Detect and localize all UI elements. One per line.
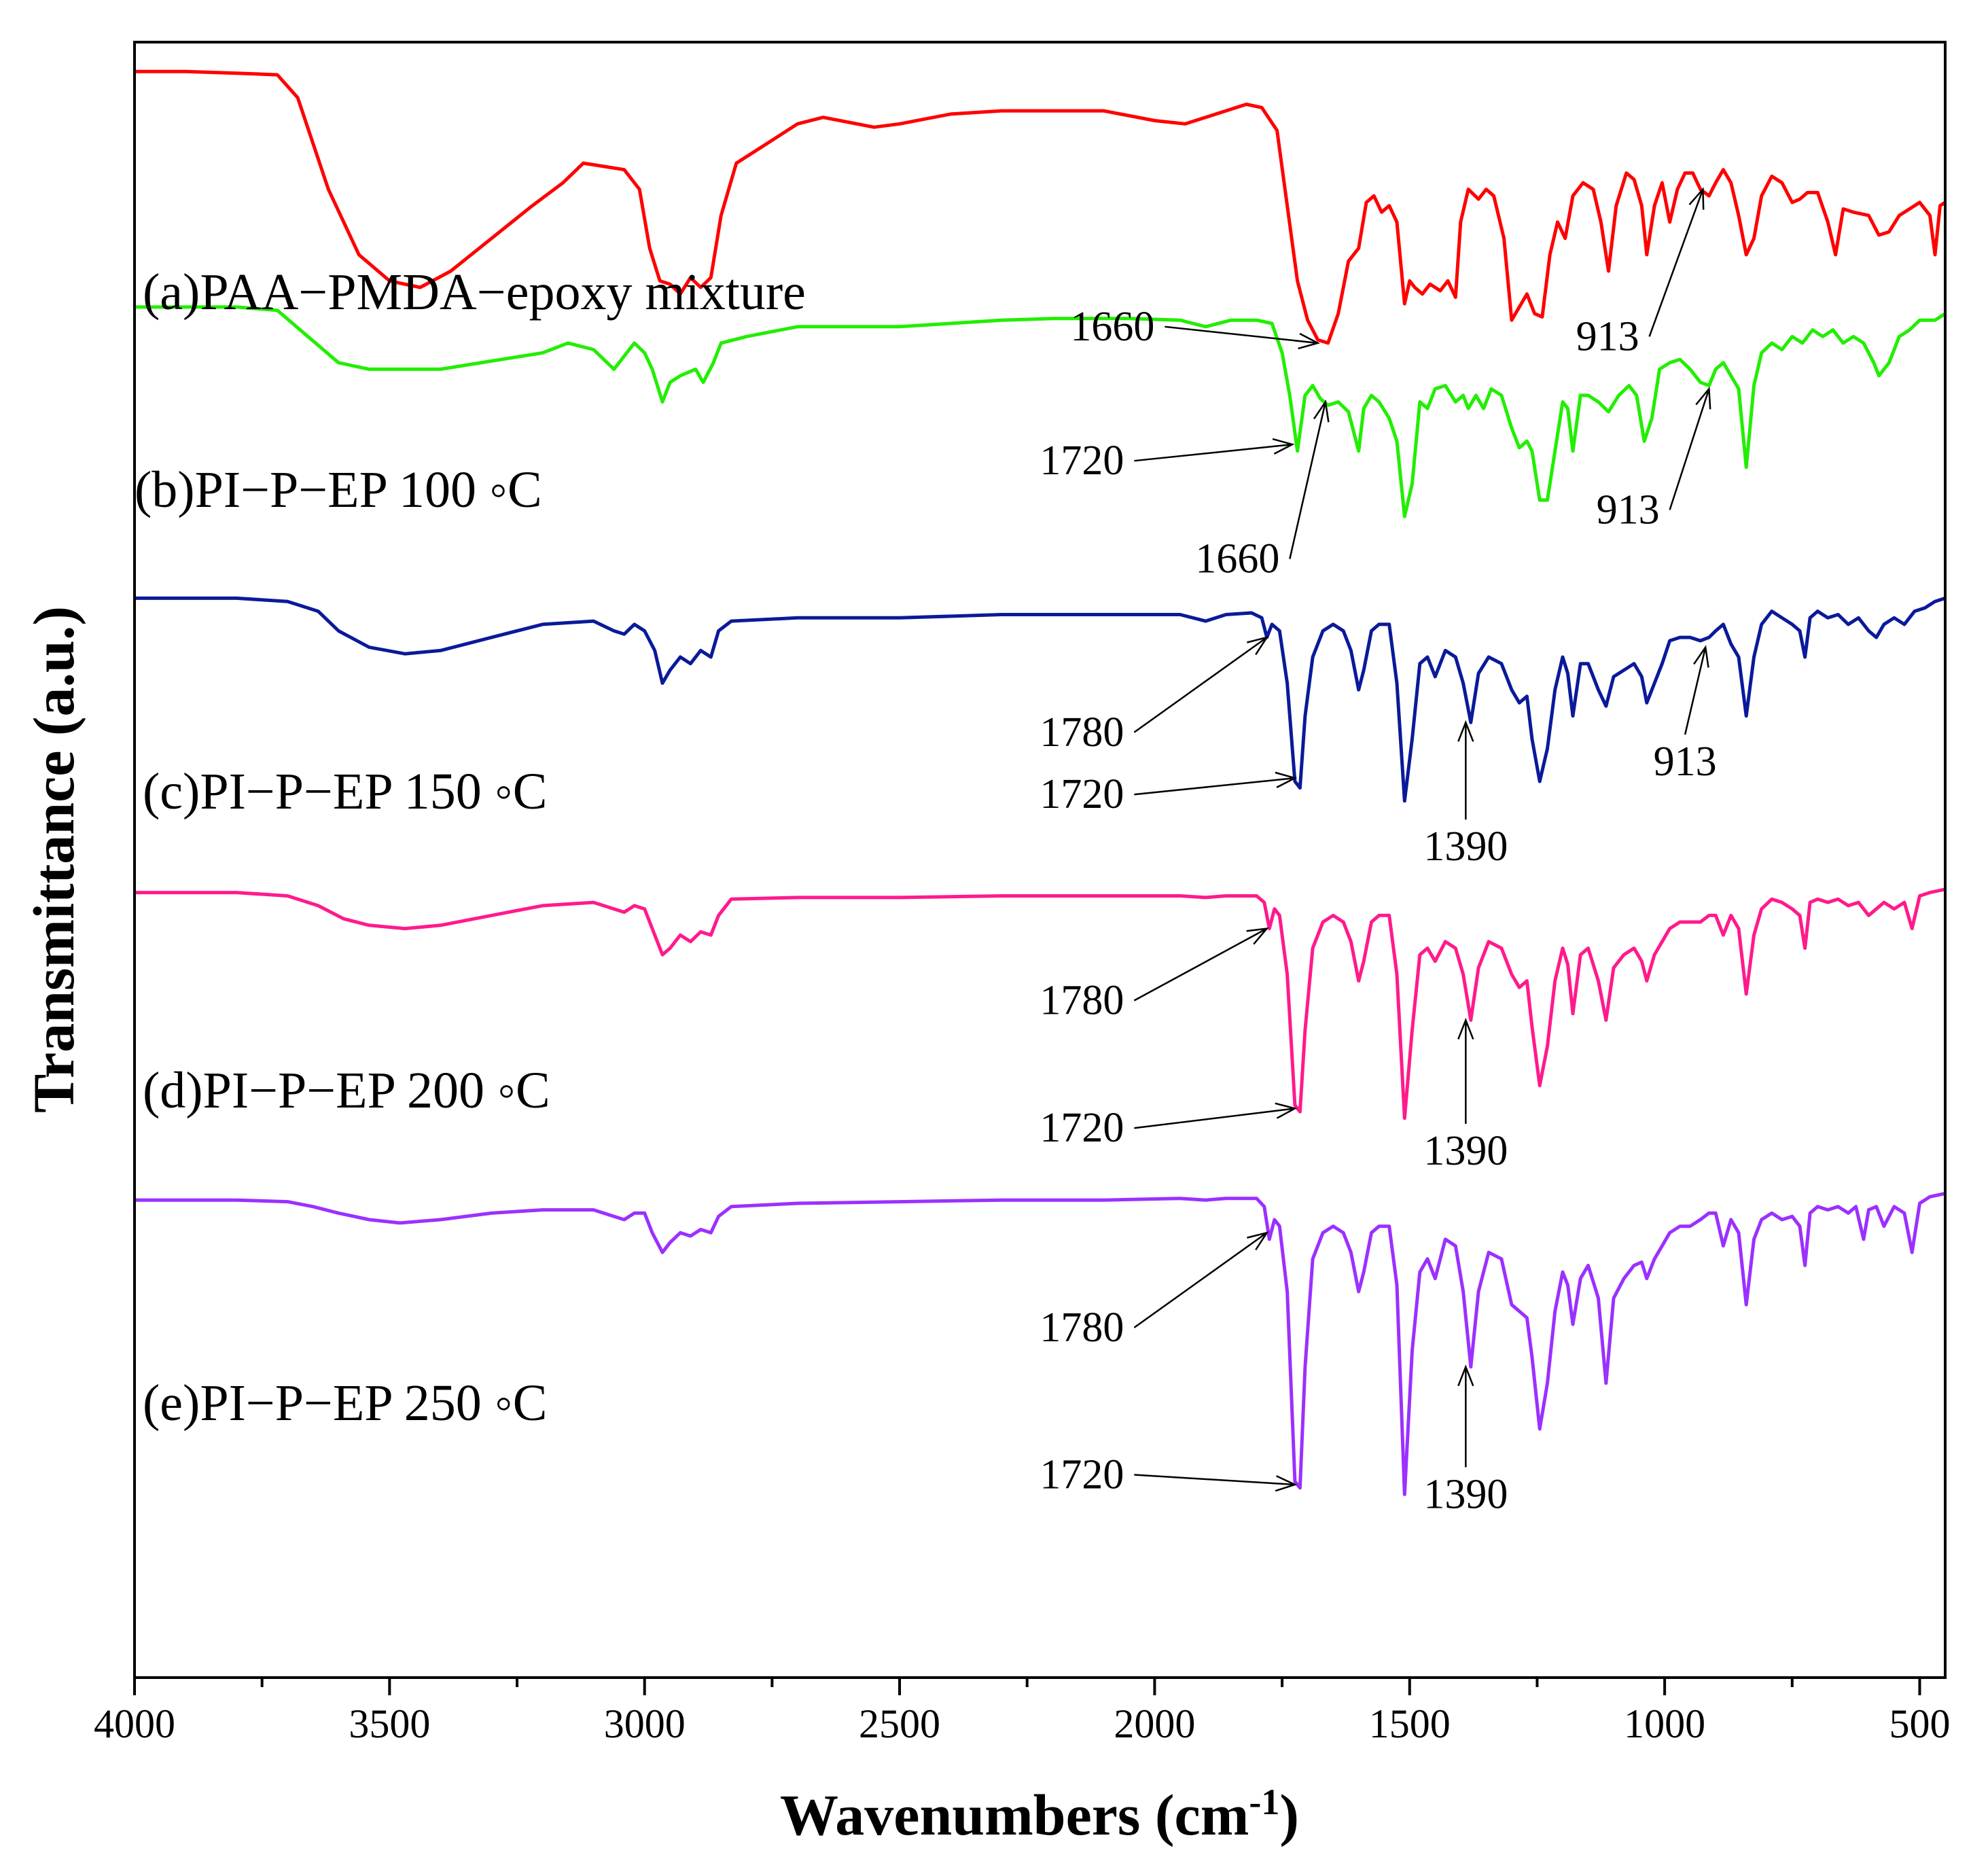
peak-annotation-913: 913 — [1654, 645, 1717, 785]
peak-label: 1390 — [1423, 824, 1508, 870]
series-layer — [135, 69, 1947, 1496]
label-layer: (a)PAA−PMDA−epoxy mixture (b)PI−P−EP 100 … — [135, 264, 806, 1432]
peak-arrow-line — [1289, 404, 1326, 559]
peak-annotation-1780: 1780 — [1040, 636, 1269, 756]
series-label-c: (c)PI−P−EP 150 ◦C — [143, 763, 547, 820]
peak-arrow-head — [1246, 927, 1269, 945]
peak-annotation-1720: 1720 — [1040, 1102, 1298, 1151]
peak-annotation-1720: 1720 — [1040, 438, 1295, 484]
peak-arrow-line — [1134, 444, 1290, 462]
peak-arrow-line — [1133, 638, 1266, 733]
peak-annotation-913: 913 — [1576, 187, 1705, 359]
peak-label: 1660 — [1195, 536, 1279, 582]
peak-arrow-head — [1247, 1231, 1269, 1251]
peak-arrow-head — [1298, 332, 1320, 350]
x-tick-label: 4000 — [94, 1701, 175, 1746]
series-label-d: (d)PI−P−EP 200 ◦C — [143, 1062, 550, 1119]
peak-label: 1720 — [1040, 1105, 1124, 1151]
peak-annotation-1660: 1660 — [1070, 304, 1320, 350]
peak-annotation-1390: 1390 — [1423, 1364, 1508, 1517]
plot-frame — [133, 41, 1947, 1679]
peak-arrow-head — [1247, 636, 1269, 656]
series-label-e: (e)PI−P−EP 250 ◦C — [143, 1375, 547, 1432]
peak-label: 1720 — [1040, 1452, 1124, 1498]
peak-arrow-line — [1684, 650, 1706, 735]
peak-label: 1390 — [1423, 1471, 1508, 1517]
peak-arrow-head — [1275, 771, 1298, 789]
peak-arrow-head — [1457, 720, 1474, 742]
peak-label: 1780 — [1040, 978, 1124, 1024]
series-line-b — [135, 305, 1947, 518]
series-line-e — [135, 1192, 1946, 1496]
peak-arrow-line — [1134, 777, 1292, 796]
peak-annotation-1780: 1780 — [1040, 927, 1269, 1024]
peak-annotation-1720: 1720 — [1040, 771, 1298, 817]
peak-annotation-1720: 1720 — [1040, 1452, 1298, 1498]
peak-label: 913 — [1597, 486, 1660, 533]
peak-annotation-913: 913 — [1597, 387, 1711, 533]
x-axis-title-text: Wavenumbers (cm — [780, 1782, 1249, 1847]
series-label-a: (a)PAA−PMDA−epoxy mixture — [143, 264, 806, 321]
x-tick-label: 3500 — [349, 1701, 430, 1746]
peak-label: 1720 — [1040, 438, 1124, 484]
peak-annotation-1390: 1390 — [1423, 1017, 1508, 1174]
peak-arrow-line — [1165, 325, 1315, 344]
x-tick-label: 1500 — [1369, 1701, 1451, 1746]
x-tick-label: 500 — [1889, 1701, 1950, 1746]
series-line-c — [135, 596, 1946, 803]
peak-arrow-line — [1133, 929, 1265, 1002]
peak-label: 1720 — [1040, 771, 1124, 817]
peak-annotation-1390: 1390 — [1423, 720, 1508, 870]
x-axis-title: Wavenumbers (cm-1) — [780, 1782, 1299, 1847]
peak-arrow-line — [1133, 1233, 1266, 1328]
annotation-layer: 1660 913 1720 1660 913 1780 1720 1390 913 1780 172… — [1040, 187, 1717, 1517]
x-tick-label: 2500 — [859, 1701, 940, 1746]
x-tick-label: 3000 — [604, 1701, 686, 1746]
peak-arrow-line — [1134, 1108, 1293, 1129]
x-tick-label: 1000 — [1624, 1701, 1705, 1746]
peak-arrow-head — [1693, 645, 1709, 668]
peak-label: 1780 — [1040, 709, 1124, 756]
peak-label: 913 — [1654, 739, 1717, 785]
tick-layer: 4000 3500 3000 2500 2000 1500 1000 500 — [94, 1678, 1950, 1746]
x-axis-title-superscript: -1 — [1249, 1782, 1279, 1822]
peak-arrow-head — [1313, 400, 1330, 423]
x-axis-title-close: ) — [1279, 1782, 1299, 1847]
series-line-a — [135, 69, 1947, 345]
peak-arrow-head — [1275, 1102, 1298, 1119]
peak-arrow-line — [1669, 391, 1709, 510]
peak-arrow-head — [1457, 1017, 1474, 1040]
peak-arrow-head — [1275, 1475, 1298, 1492]
peak-label: 913 — [1576, 313, 1639, 359]
peak-label: 1780 — [1040, 1305, 1124, 1351]
peak-arrow-head — [1272, 438, 1295, 455]
peak-arrow-head — [1688, 187, 1705, 210]
y-axis-title: Transmittance (a.u.) — [21, 606, 86, 1113]
peak-label: 1390 — [1423, 1128, 1508, 1174]
peak-arrow-line — [1134, 1474, 1292, 1485]
series-line-d — [135, 887, 1946, 1120]
peak-label: 1660 — [1070, 304, 1154, 350]
peak-annotation-1660: 1660 — [1195, 400, 1330, 582]
series-label-b: (b)PI−P−EP 100 ◦C — [135, 461, 542, 518]
peak-arrow-head — [1695, 387, 1711, 410]
peak-annotation-1780: 1780 — [1040, 1231, 1269, 1351]
x-tick-label: 2000 — [1114, 1701, 1195, 1746]
peak-arrow-line — [1648, 191, 1703, 337]
peak-arrow-head — [1457, 1364, 1474, 1387]
